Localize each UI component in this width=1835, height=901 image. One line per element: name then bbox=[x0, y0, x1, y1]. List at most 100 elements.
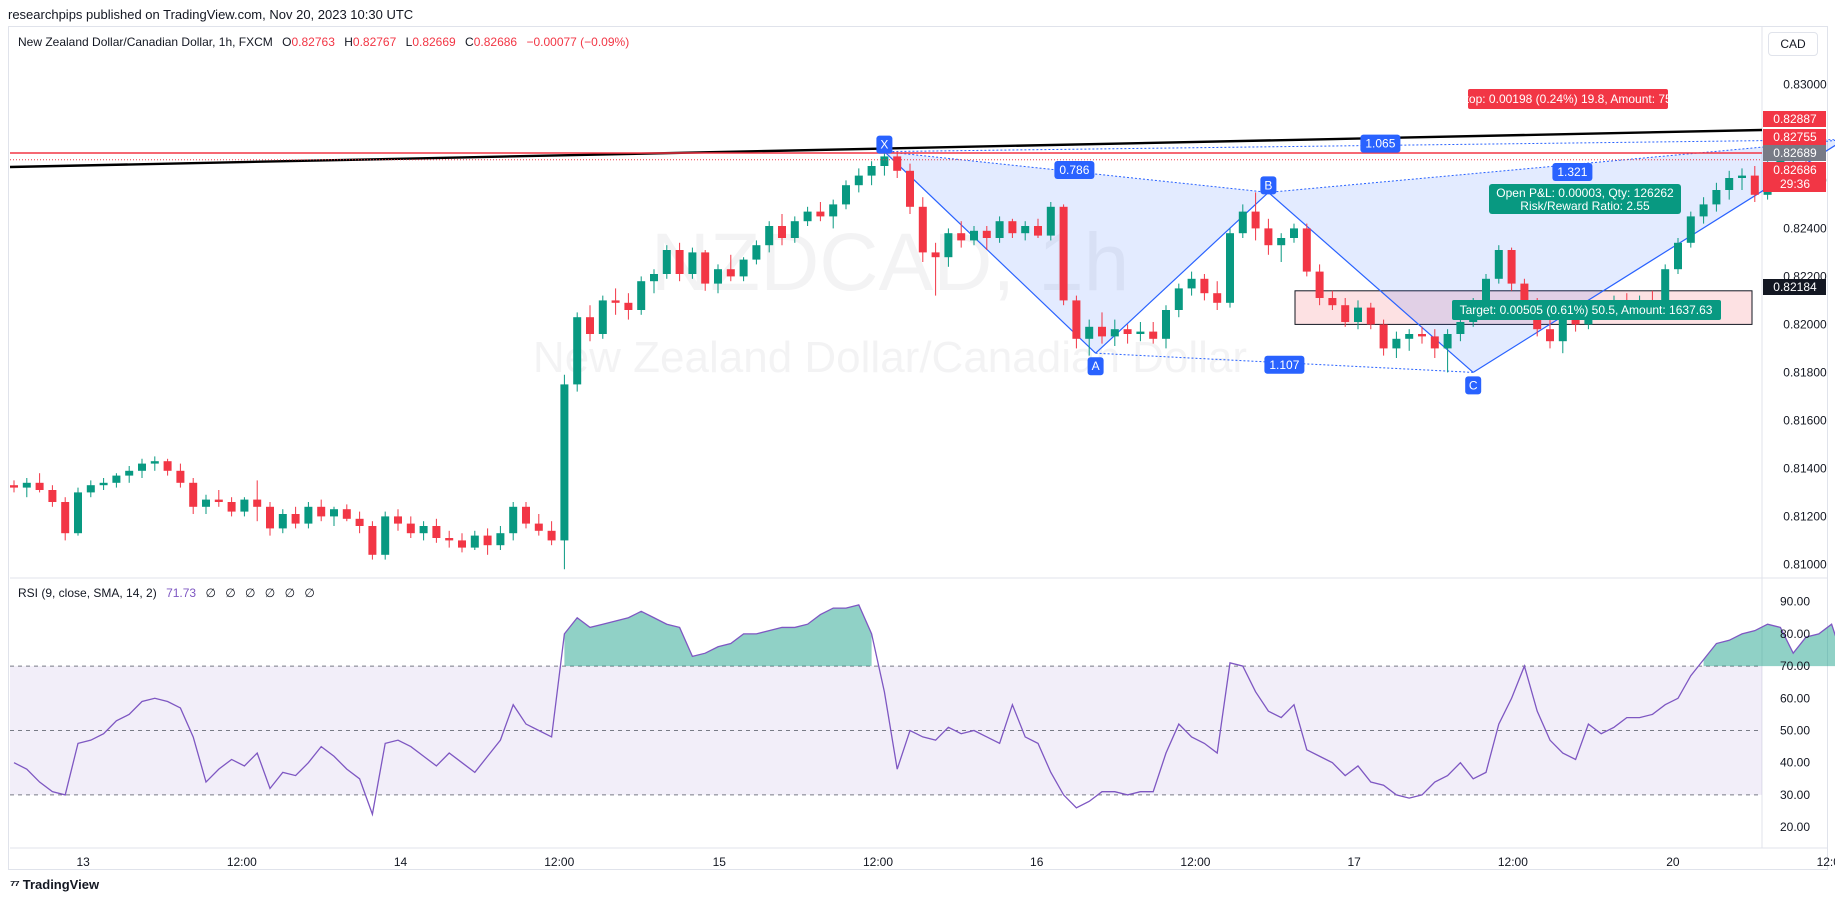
currency-button[interactable]: CAD bbox=[1768, 32, 1818, 56]
time-tick-label: 17 bbox=[1347, 855, 1361, 869]
rsi-value: 71.73 bbox=[166, 586, 197, 600]
candle-body bbox=[342, 509, 351, 519]
candle-body bbox=[1494, 250, 1503, 279]
candle-body bbox=[355, 518, 364, 526]
candle-body bbox=[1200, 278, 1209, 294]
chart-frame bbox=[8, 26, 1828, 870]
candle-body bbox=[880, 156, 889, 166]
open-label: O bbox=[282, 35, 292, 49]
candle-body bbox=[1008, 221, 1017, 234]
candle-body bbox=[1443, 334, 1452, 349]
rsi-overbought-fill bbox=[564, 604, 872, 667]
candle-body bbox=[202, 499, 210, 507]
candle-body bbox=[432, 526, 441, 538]
candle-body bbox=[931, 252, 940, 258]
candle-body bbox=[125, 470, 134, 476]
price-axis-badge bbox=[1763, 176, 1826, 192]
pattern-point-label: B bbox=[1264, 178, 1272, 192]
rsi-tick-label: 70.00 bbox=[1780, 659, 1810, 673]
candle-body bbox=[1098, 326, 1106, 337]
time-tick-label: 12:00 bbox=[863, 855, 893, 869]
candle-body bbox=[1725, 178, 1734, 190]
candle-body bbox=[304, 506, 313, 524]
rsi-legend: RSI (9, close, SMA, 14, 2) 71.73 ∅ ∅ ∅ ∅… bbox=[18, 586, 318, 600]
candle-body bbox=[906, 170, 914, 207]
pattern-leg bbox=[1268, 191, 1474, 373]
rsi-tick-label: 60.00 bbox=[1780, 691, 1810, 705]
time-tick-label: 14 bbox=[394, 855, 408, 869]
time-tick-label: 20 bbox=[1666, 855, 1680, 869]
candle-body bbox=[1341, 305, 1350, 322]
pattern-point-badge bbox=[1465, 376, 1482, 395]
ratio-label: 1.321 bbox=[1557, 165, 1587, 179]
high-label: H bbox=[344, 35, 353, 49]
candle-body bbox=[829, 204, 838, 217]
candle-body bbox=[61, 502, 70, 534]
time-tick-label: 12:00 bbox=[227, 855, 257, 869]
candle-body bbox=[1149, 331, 1158, 339]
candle-body bbox=[445, 538, 454, 541]
candle-body bbox=[675, 250, 684, 274]
candle-body bbox=[214, 499, 223, 502]
candle-body bbox=[534, 523, 543, 531]
candle-body bbox=[1021, 226, 1030, 234]
candle-body bbox=[112, 475, 121, 483]
candle-body bbox=[1174, 288, 1183, 310]
candle-body bbox=[765, 226, 774, 246]
candle-body bbox=[1046, 206, 1055, 236]
candle-body bbox=[330, 509, 338, 517]
candle-body bbox=[1072, 300, 1081, 339]
candle-body bbox=[611, 300, 620, 303]
candle-body bbox=[1418, 334, 1426, 337]
price-axis-badge bbox=[1763, 162, 1826, 178]
candle-body bbox=[1712, 190, 1721, 205]
candle-body bbox=[240, 499, 249, 512]
rsi-extra: ∅ ∅ ∅ ∅ ∅ ∅ bbox=[205, 586, 318, 600]
candle-body bbox=[893, 156, 902, 171]
candle-body bbox=[1034, 226, 1042, 236]
rsi-tick-label: 30.00 bbox=[1780, 788, 1810, 802]
close-label: C bbox=[465, 35, 474, 49]
time-tick-label: 15 bbox=[713, 855, 727, 869]
high-value: 0.82767 bbox=[352, 35, 397, 49]
rsi-pane bbox=[10, 604, 1835, 817]
candle-body bbox=[317, 506, 326, 517]
rsi-band-background bbox=[10, 666, 1762, 795]
candle-body bbox=[688, 252, 697, 274]
ratio-label: 1.065 bbox=[1365, 137, 1395, 151]
ratio-badge bbox=[1054, 161, 1095, 179]
price-tick-label: 0.83000 bbox=[1783, 77, 1827, 91]
change-value: −0.00077 (−0.09%) bbox=[526, 35, 630, 49]
pattern-point-label: A bbox=[1092, 359, 1100, 373]
candle-body bbox=[1123, 329, 1132, 334]
pattern-point-label: X bbox=[880, 138, 888, 152]
candle-body bbox=[394, 516, 402, 524]
candle-body bbox=[970, 230, 978, 241]
candle-body bbox=[48, 490, 57, 502]
pattern-point-badge bbox=[1260, 176, 1277, 195]
pattern-leg bbox=[883, 151, 1097, 354]
price-axis-badge-label: 0.82184 bbox=[1773, 280, 1817, 294]
candle-body bbox=[1136, 331, 1145, 334]
candle-body bbox=[1354, 307, 1362, 322]
candle-body bbox=[150, 461, 159, 464]
price-axis-badge-label: 0.82689 bbox=[1773, 146, 1817, 160]
candle-body bbox=[1162, 310, 1170, 339]
candle-body bbox=[842, 185, 850, 205]
candle-body bbox=[458, 540, 466, 548]
ratio-label: 0.786 bbox=[1059, 163, 1089, 177]
candle-body bbox=[778, 226, 786, 238]
candle-body bbox=[278, 514, 287, 529]
candle-body bbox=[1277, 238, 1286, 246]
candle-body bbox=[957, 233, 966, 241]
candle-body bbox=[1456, 322, 1465, 334]
candle-body bbox=[1238, 211, 1247, 234]
candle-body bbox=[496, 533, 505, 546]
time-tick-label: 12:00 bbox=[544, 855, 574, 869]
rsi-overbought-fill bbox=[1703, 624, 1835, 667]
ratio-badge bbox=[1360, 134, 1401, 153]
candle-body bbox=[739, 259, 748, 277]
candle-body bbox=[1661, 269, 1670, 308]
